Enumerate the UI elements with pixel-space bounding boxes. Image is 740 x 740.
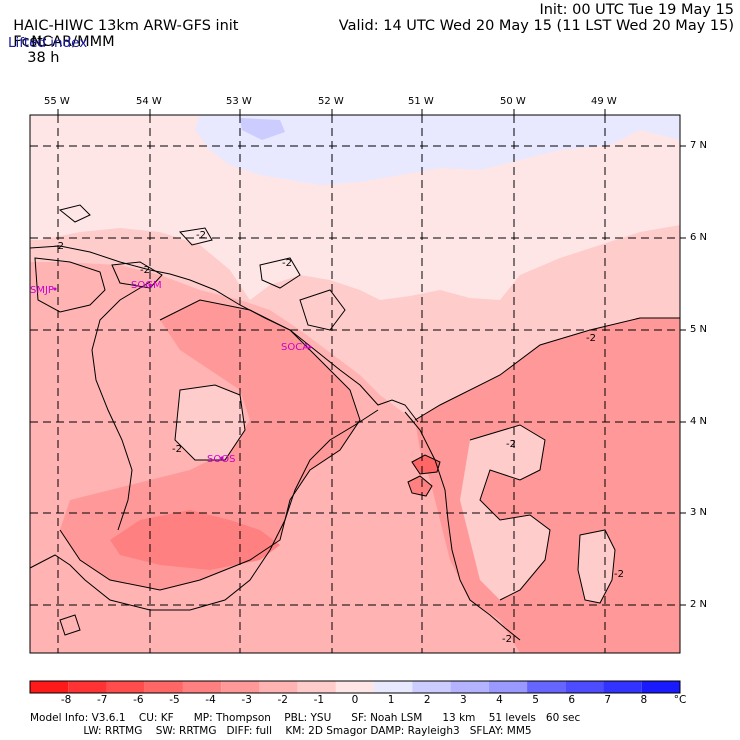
- fcst-value: 38 h: [27, 50, 60, 66]
- contour-label: -2: [586, 333, 596, 344]
- colorbar-swatch: [259, 681, 298, 693]
- colorbar-tick-label: -1: [313, 694, 325, 706]
- colorbar-swatch: [565, 681, 604, 693]
- field-zone-zero-north: [30, 115, 680, 300]
- field-zone-minus3-west: [60, 300, 360, 590]
- lon-label: 49 W: [591, 96, 617, 107]
- lat-label: 2 N: [690, 599, 708, 610]
- lon-label: 51 W: [408, 96, 434, 107]
- station-soca: SOCA: [281, 342, 309, 353]
- colorbar-swatch: [106, 681, 145, 693]
- lat-label: 3 N: [690, 507, 708, 518]
- contour-lines: [34, 204, 680, 636]
- contour-label: -2: [282, 258, 292, 269]
- contour-label: -2: [140, 265, 150, 276]
- colorbar-swatch: [412, 681, 451, 693]
- contour-label: -2: [502, 634, 512, 645]
- map-frame: [29, 114, 681, 654]
- colorbar-tick-label: 8: [640, 694, 648, 706]
- station-sogm: SOGM: [131, 280, 162, 291]
- grid-lines: [30, 115, 680, 653]
- colorbar-unit: °C: [673, 694, 687, 706]
- model-info-line2: LW: RRTMG SW: RRTMG DIFF: full KM: 2D Sm…: [30, 725, 532, 737]
- colorbar-tick-label: 5: [532, 694, 539, 706]
- field-zone-minus1-southeast: [578, 530, 615, 603]
- colorbar-tick-label: 6: [568, 694, 575, 706]
- border-suriname-fguiana: [30, 409, 379, 611]
- colorbar-swatch: [297, 681, 336, 693]
- contour-label: -2: [196, 230, 206, 241]
- lat-ticks: [680, 145, 686, 606]
- colorbar-swatch: [641, 681, 680, 693]
- model-name: HAIC-HIWC 13km ARW-GFS init: [13, 18, 239, 34]
- init-time: Init: 00 UTC Tue 19 May 15: [539, 2, 734, 18]
- fcst-label: Fcst:: [13, 34, 48, 50]
- colorbar-tick-label: -7: [96, 694, 108, 706]
- colorbar-swatch: [182, 681, 222, 693]
- colorbar-tick-label: 2: [423, 694, 431, 706]
- field-name: Lifted index: [8, 35, 88, 51]
- colorbar-tick-label: 4: [496, 694, 503, 706]
- lat-label: 5 N: [690, 324, 708, 335]
- colorbar-tick-label: -3: [241, 694, 252, 706]
- colorbar-tick-label: 3: [459, 694, 467, 706]
- colorbar-swatch: [450, 681, 489, 693]
- field-zone-positive-core: [240, 118, 285, 140]
- lon-label: 55 W: [44, 96, 70, 107]
- colorbar-swatch: [144, 681, 183, 693]
- colorbar-tick-label: -5: [169, 694, 180, 706]
- colorbar-swatch: [603, 681, 642, 693]
- station-labels: SMJP SOGM SOCA SOOS: [30, 280, 309, 465]
- colorbar: [29, 680, 681, 694]
- field-zone-minus1-east: [460, 425, 550, 600]
- colorbar-swatch: [335, 681, 375, 693]
- colorbar-tick-label: -4: [205, 694, 216, 706]
- lat-label: 6 N: [690, 232, 708, 243]
- lat-label: 4 N: [690, 416, 708, 427]
- lat-label: 7 N: [690, 140, 708, 151]
- lon-label: 52 W: [318, 96, 344, 107]
- org-name: NCAR/MMM: [31, 34, 115, 50]
- station-smjp: SMJP: [30, 285, 54, 296]
- station-soos: SOOS: [207, 454, 235, 465]
- valid-time: Valid: 14 UTC Wed 20 May 15 (11 LST Wed …: [338, 18, 734, 34]
- field-zone-positive-north: [195, 115, 680, 185]
- lon-label: 50 W: [500, 96, 526, 107]
- colorbar-tick-label: -2: [277, 694, 289, 706]
- contour-label: -2: [614, 569, 624, 580]
- forecast-hour: Fcst: 38 h: [4, 18, 59, 66]
- colorbar-tick-label: 7: [604, 694, 612, 706]
- colorbar-swatch: [488, 681, 528, 693]
- colorbar-swatch: [527, 681, 566, 693]
- lon-label: 54 W: [136, 96, 162, 107]
- colorbar-tick-label: -6: [133, 694, 144, 706]
- colorbar-tick-label: 0: [351, 694, 359, 706]
- contour-label: -2: [506, 439, 516, 450]
- lon-ticks: [57, 109, 606, 115]
- colorbar-tick-label: 1: [387, 694, 395, 706]
- field-zone-minus1-interior: [175, 385, 245, 460]
- field-zone-minus5-spot: [412, 455, 440, 474]
- contour-label: -2: [172, 444, 182, 455]
- field-zone-minus4-west: [110, 510, 280, 570]
- colorbar-tick-label: -8: [60, 694, 72, 706]
- colorbar-swatch: [30, 681, 69, 693]
- station-markers: [53, 283, 312, 460]
- border-suriname-west: [91, 281, 151, 531]
- border-fguiana-brazil: [404, 411, 521, 641]
- model-title: HAIC-HIWC 13km ARW-GFS init NCAR/MMM: [4, 2, 239, 50]
- contour-labels: -2 -2 -2 -2 -2 -2 -2 -2 -2: [54, 230, 624, 645]
- contour-label: -2: [54, 241, 64, 252]
- colorbar-swatch: [374, 681, 413, 693]
- lon-label: 53 W: [226, 96, 252, 107]
- colorbar-frame: [29, 680, 681, 694]
- colorbar-swatch: [68, 681, 107, 693]
- model-info-line1: Model Info: V3.6.1 CU: KF MP: Thompson P…: [30, 712, 581, 724]
- colorbar-swatch: [221, 681, 260, 693]
